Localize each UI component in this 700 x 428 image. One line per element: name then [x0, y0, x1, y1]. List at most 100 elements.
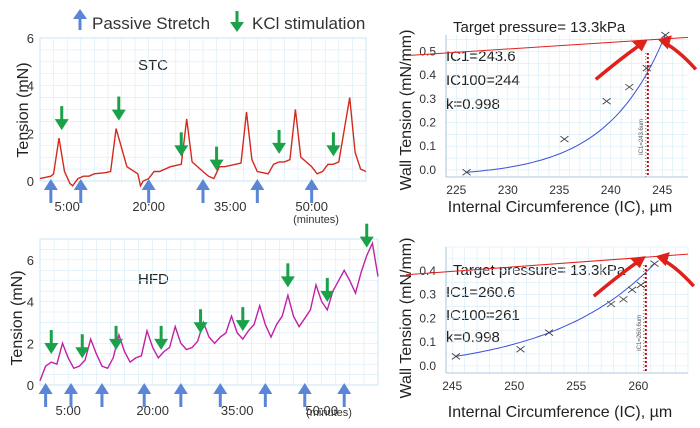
fit-curve-line — [455, 263, 655, 357]
kcl-stimulation-arrowhead-icon — [111, 109, 126, 121]
data-point-marker — [642, 64, 652, 72]
y-tick-label: 0.1 — [419, 139, 436, 153]
k-annotation: k=0.998 — [446, 96, 500, 113]
passive-stretch-arrowhead-icon — [304, 179, 319, 190]
passive-stretch-arrowhead-icon — [73, 9, 87, 19]
y-tick-label: 6 — [27, 31, 34, 46]
y-tick-label: 0.0 — [419, 359, 436, 373]
x-tick-label: 50:00 — [295, 199, 328, 214]
fit-curve-line — [466, 34, 666, 173]
x-tick-label: 5:00 — [56, 403, 81, 418]
kcl-stimulation-arrowhead-icon — [209, 159, 224, 171]
y-tick-label: 0.1 — [419, 335, 436, 349]
kcl-stimulation-arrowhead-icon — [235, 320, 250, 332]
data-point-marker — [606, 300, 616, 308]
y-tick-label: 0 — [27, 174, 34, 189]
x-tick-label: 250 — [504, 379, 524, 393]
passive-stretch-arrowhead-icon — [137, 383, 152, 394]
passive-stretch-arrowhead-icon — [250, 179, 265, 190]
passive-stretch-arrowhead-icon — [297, 383, 312, 394]
y-tick-label: 0.5 — [419, 45, 436, 59]
data-point-marker — [516, 345, 525, 353]
kcl-stimulation-arrowhead-icon — [326, 145, 341, 157]
pressure-arrowhead-right-icon — [657, 35, 672, 50]
y-axis-label: Wall Tension (mN/mm) — [398, 238, 415, 399]
kcl-stimulation-arrowhead-icon — [154, 338, 169, 350]
data-point-marker — [451, 352, 461, 360]
y-tick-label: 6 — [27, 253, 34, 268]
x-tick-label: 230 — [498, 183, 518, 197]
x-tick-label: 35:00 — [221, 403, 254, 418]
hfd-tension-chart: HFD Tension (mN) (minutes) 0 2 4 6 5:00 20:00… — [9, 223, 379, 419]
kcl-stimulation-arrowhead-icon — [280, 276, 295, 288]
kcl-stimulation-arrowhead-icon — [193, 322, 208, 334]
passive-stretch-arrowhead-icon — [337, 383, 352, 394]
pressure-arrowhead-left-icon — [629, 256, 646, 269]
x-tick-label: 235 — [549, 183, 569, 197]
x-tick-label: 20:00 — [132, 199, 165, 214]
ic-marker-label: IC1=243.6um — [639, 119, 645, 155]
k-annotation: k=0.998 — [446, 329, 500, 346]
stc-wall-tension-chart: Wall Tension (mN/mm) Internal Circumfere… — [398, 19, 698, 216]
hfd-wall-tension-chart: Wall Tension (mN/mm) Internal Circumfere… — [398, 238, 696, 421]
y-tick-label: 0.4 — [419, 68, 436, 82]
y-tick-label: 2 — [27, 336, 34, 351]
kcl-stimulation-arrowhead-icon — [44, 343, 59, 355]
passive-stretch-arrowhead-icon — [141, 179, 156, 190]
x-tick-label: 245 — [442, 379, 462, 393]
x-tick-label: 20:00 — [136, 403, 169, 418]
legend: Passive Stretch KCl stimulation — [73, 9, 365, 33]
passive-stretch-arrowhead-icon — [73, 179, 88, 190]
data-point-marker — [619, 295, 628, 303]
kcl-stimulation-arrowhead-icon — [54, 119, 69, 131]
kcl-stimulation-arrowhead-icon — [109, 338, 124, 350]
x-tick-label: 50:00 — [305, 403, 338, 418]
y-tick-label: 0.3 — [419, 288, 436, 302]
x-axis-label: Internal Circumference (IC), µm — [448, 199, 672, 216]
ic100-annotation: IC100=244 — [446, 72, 520, 89]
x-tick-label: 255 — [566, 379, 586, 393]
data-point-marker — [625, 83, 634, 91]
y-axis-label: Tension (mN) — [15, 62, 32, 157]
y-tick-label: 0.2 — [419, 311, 436, 325]
x-axis-label: Internal Circumference (IC), µm — [448, 404, 672, 421]
chart-title: STC — [138, 57, 168, 74]
x-axis-unit-label: (minutes) — [306, 407, 352, 419]
ic100-annotation: IC100=261 — [446, 307, 520, 324]
ic-marker-label: IC1=260.6um — [637, 315, 643, 351]
kcl-stimulation-arrowhead-icon — [230, 22, 244, 32]
passive-stretch-arrowhead-icon — [173, 383, 188, 394]
y-tick-label: 0.4 — [419, 264, 436, 278]
y-axis-label: Tension (mN) — [9, 270, 26, 365]
passive-stretch-arrowhead-icon — [43, 179, 58, 190]
kcl-stimulation-arrowhead-icon — [75, 347, 90, 359]
x-tick-label: 5:00 — [55, 199, 80, 214]
pressure-arrow-left-icon — [594, 40, 645, 81]
legend-kcl-label: KCl stimulation — [252, 14, 365, 33]
y-tick-label: 0.2 — [419, 116, 436, 130]
passive-stretch-arrowhead-icon — [94, 383, 109, 394]
tension-trace-line — [39, 240, 379, 382]
kcl-stimulation-arrowhead-icon — [320, 290, 335, 302]
x-tick-label: 240 — [601, 183, 621, 197]
y-tick-label: 0.3 — [419, 92, 436, 106]
passive-stretch-arrowhead-icon — [196, 179, 210, 190]
pressure-arrowhead-left-icon — [631, 39, 648, 52]
y-tick-label: 0.0 — [419, 163, 436, 177]
data-point-marker — [627, 286, 637, 294]
passive-stretch-arrowhead-icon — [63, 383, 78, 394]
legend-passive-label: Passive Stretch — [92, 14, 210, 33]
passive-stretch-arrowhead-icon — [38, 383, 53, 394]
data-point-marker — [544, 329, 554, 336]
y-tick-label: 0 — [27, 378, 34, 393]
pressure-arrowhead-right-icon — [655, 252, 670, 267]
passive-stretch-arrowhead-icon — [213, 383, 228, 394]
ic1-annotation: IC1=260.6 — [446, 284, 516, 301]
data-point-marker — [650, 260, 659, 268]
y-tick-label: 2 — [27, 126, 34, 141]
kcl-stimulation-arrowhead-icon — [174, 145, 189, 157]
x-tick-label: 245 — [652, 183, 672, 197]
y-tick-label: 4 — [27, 295, 34, 310]
x-tick-label: 260 — [628, 379, 648, 393]
